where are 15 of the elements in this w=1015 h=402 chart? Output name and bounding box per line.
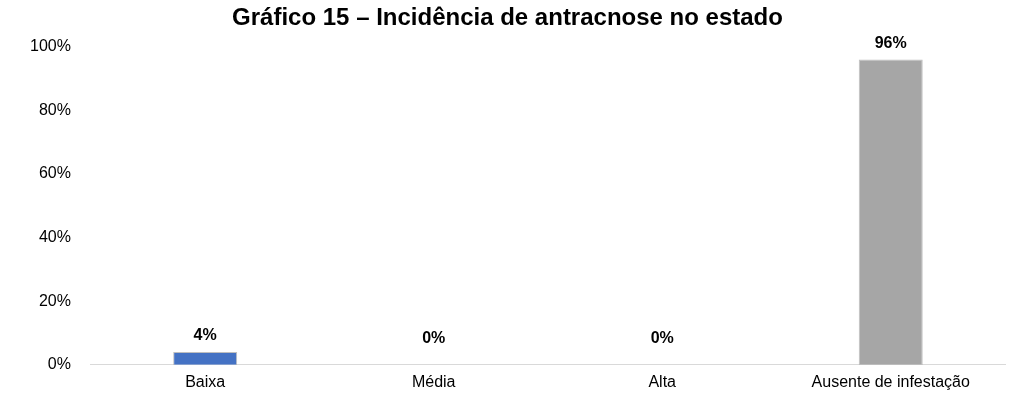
x-tick-label: Ausente de infestação <box>811 372 971 390</box>
x-tick-label: Média <box>411 372 456 390</box>
data-label: 4% <box>193 326 217 344</box>
data-label: 96% <box>874 33 907 51</box>
y-tick-label: 0% <box>47 355 71 373</box>
y-tick-label: 40% <box>38 228 71 246</box>
data-label: 0% <box>422 329 446 347</box>
chart-title: Gráfico 15 – Incidência de antracnose no estado <box>232 3 783 31</box>
data-label: 0% <box>650 329 674 347</box>
x-tick-label: Baixa <box>185 372 226 390</box>
y-tick-label: 80% <box>38 100 71 118</box>
y-tick-label: 60% <box>38 164 71 182</box>
y-tick-label: 100% <box>30 37 71 55</box>
x-tick-label: Alta <box>648 372 677 390</box>
y-tick-label: 20% <box>38 291 71 309</box>
